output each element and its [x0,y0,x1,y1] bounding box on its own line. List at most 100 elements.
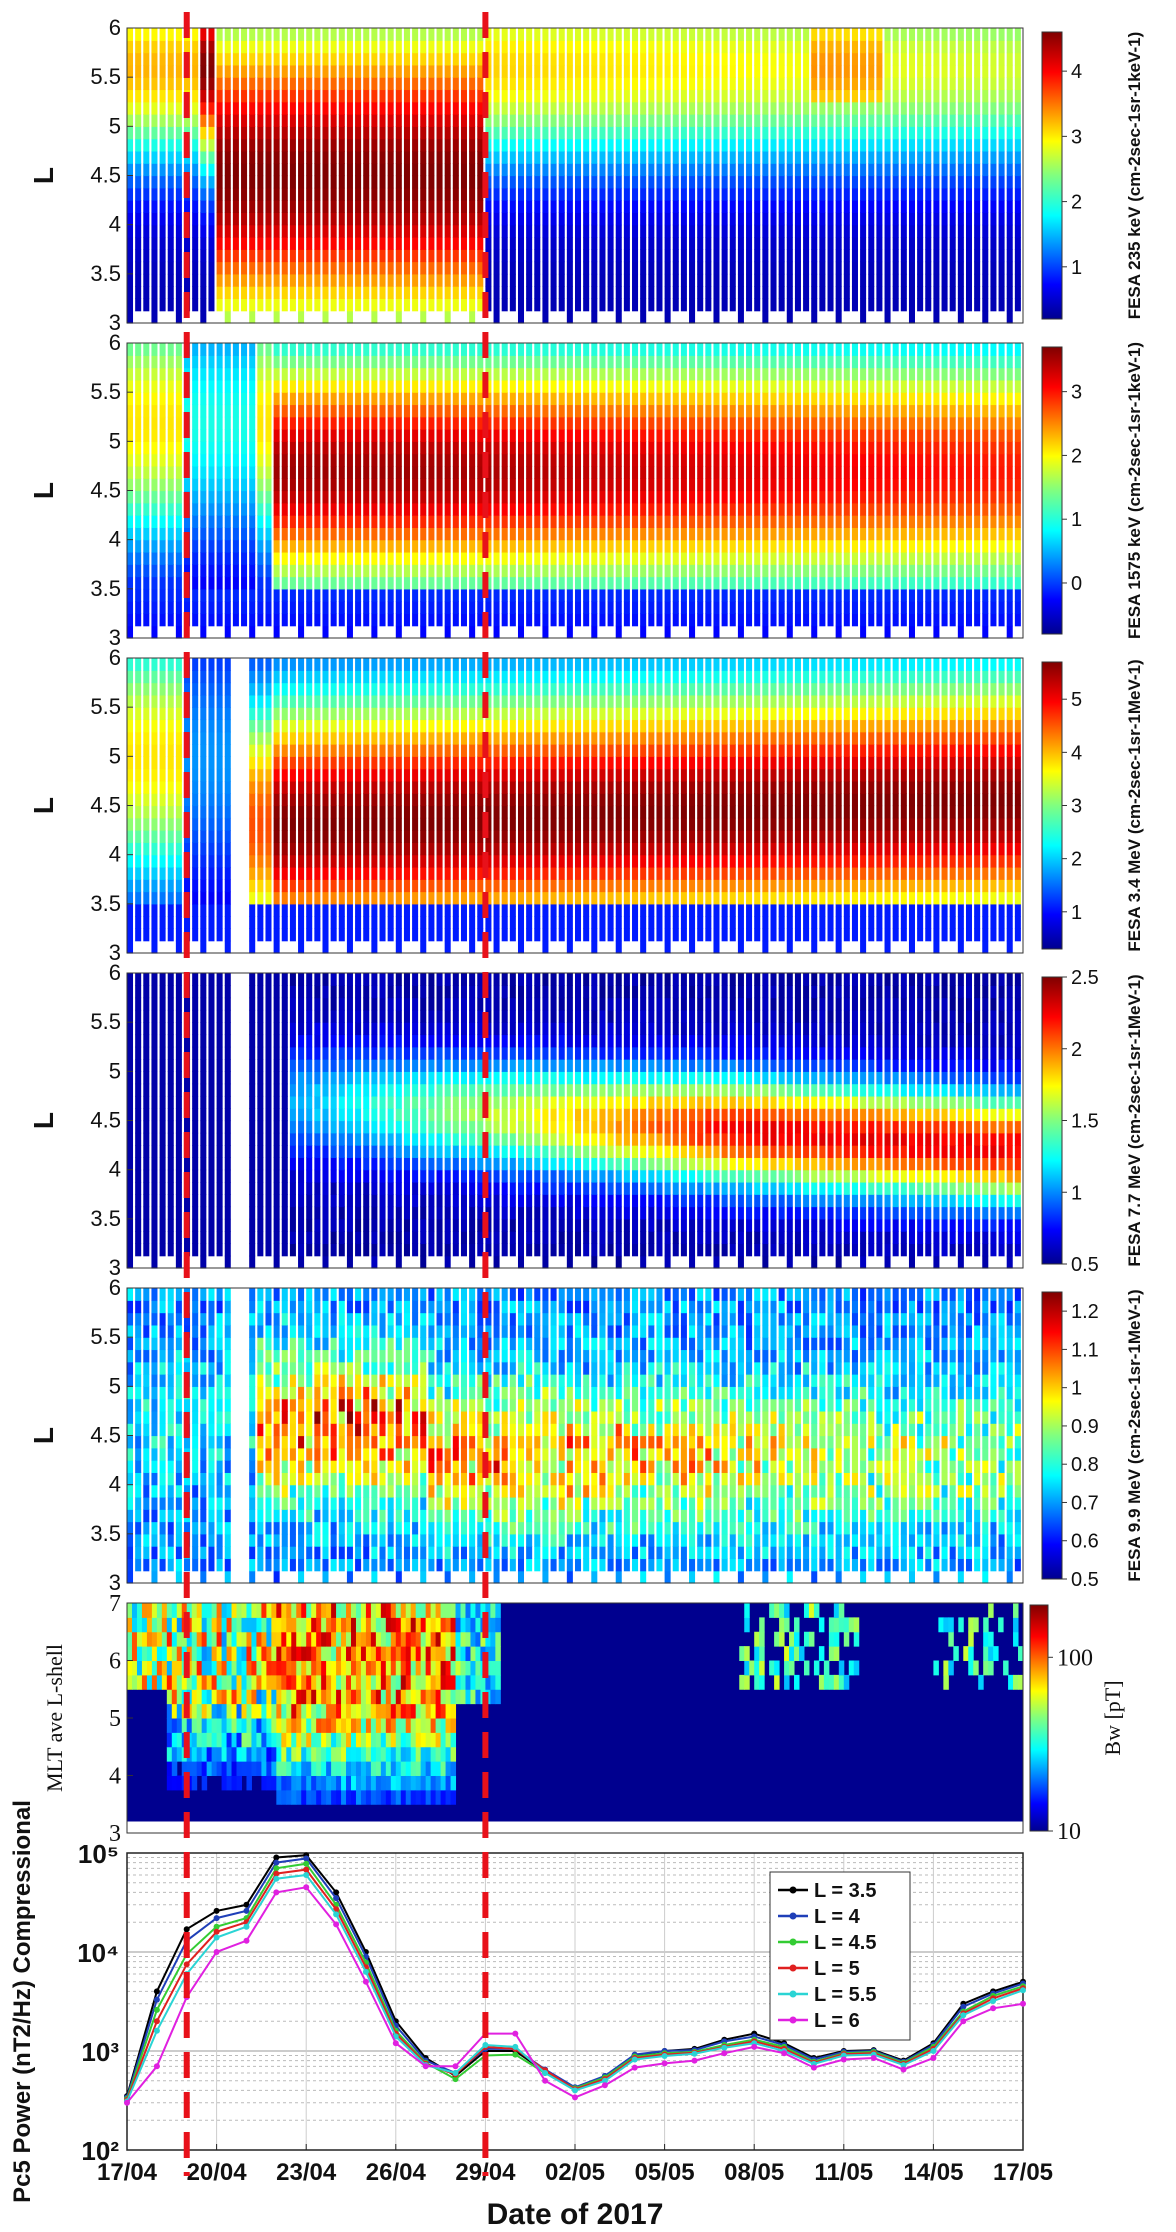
heatmap-cell [501,212,508,226]
heatmap-cell [192,150,199,164]
heatmap-cell [737,52,744,66]
heatmap-cell [908,64,915,78]
heatmap-cell [257,52,264,66]
heatmap-cell [908,310,915,324]
heatmap-cell [485,249,492,263]
heatmap-cell [794,392,801,406]
heatmap-cell [436,261,443,275]
heatmap-cell [908,200,915,213]
heatmap-cell [175,138,182,152]
heatmap-cell [933,200,940,213]
heatmap-cell [705,28,712,41]
heatmap-cell [558,392,565,406]
heatmap-cell [127,576,134,590]
heatmap-cell [249,175,256,189]
heatmap-cell [786,298,793,312]
heatmap-cell [737,576,744,590]
heatmap-cell [680,236,687,250]
heatmap-cell [599,392,606,406]
heatmap-cell [917,273,924,287]
heatmap-cell [721,101,728,115]
heatmap-cell [868,429,875,442]
heatmap-cell [322,490,329,504]
heatmap-cell [566,261,573,275]
heatmap-cell [835,625,842,639]
heatmap-cell [428,224,435,238]
heatmap-cell [363,478,370,492]
heatmap-cell [395,404,402,418]
heatmap-cell [355,175,362,189]
heatmap-cell [403,138,410,152]
heatmap-cell [452,77,459,91]
heatmap-cell [819,150,826,164]
heatmap-cell [689,441,696,455]
heatmap-cell [526,101,533,115]
heatmap-cell [925,416,932,430]
heatmap-cell [933,379,940,393]
heatmap-cell [860,261,867,275]
heatmap-cell [737,138,744,152]
heatmap-cell [363,404,370,418]
heatmap-cell [607,465,614,479]
heatmap-cell [534,200,541,213]
heatmap-cell [892,465,899,479]
heatmap-cell [778,28,785,41]
heatmap-cell [957,249,964,263]
heatmap-cell [778,367,785,381]
heatmap-cell [143,453,150,467]
heatmap-cell [420,367,427,381]
heatmap-cell [330,343,337,356]
heatmap-cell [477,89,484,103]
heatmap-cell [827,404,834,418]
heatmap-cell [224,551,231,565]
heatmap-cell [705,101,712,115]
heatmap-cell [786,404,793,418]
heatmap-cell [265,527,272,541]
heatmap-cell [974,150,981,164]
heatmap-cell [892,355,899,369]
heatmap-cell [982,52,989,66]
heatmap-cell [395,114,402,127]
heatmap-cell [387,551,394,565]
heatmap-cell [412,298,419,312]
heatmap-cell [615,527,622,541]
heatmap-cell [314,465,321,479]
heatmap-cell [933,138,940,152]
heatmap-cell [607,478,614,492]
heatmap-cell [860,163,867,177]
heatmap-cell [917,539,924,553]
heatmap-cell [974,236,981,250]
heatmap-cell [542,588,549,602]
heatmap-cell [509,465,516,479]
heatmap-cell [868,138,875,152]
heatmap-cell [664,40,671,54]
heatmap-cell [974,89,981,103]
heatmap-cell [257,175,264,189]
heatmap-cell [526,64,533,78]
heatmap-cell [566,416,573,430]
heatmap-cell [501,551,508,565]
heatmap-cell [534,40,541,54]
heatmap-cell [477,527,484,541]
heatmap-cell [713,212,720,226]
heatmap-cell [232,355,239,369]
heatmap-cell [803,527,810,541]
heatmap-cell [232,502,239,516]
heatmap-cell [241,551,248,565]
heatmap-cell [135,613,142,627]
heatmap-cell [868,588,875,602]
heatmap-cell [908,478,915,492]
heatmap-cell [208,273,215,287]
heatmap-cell [917,527,924,541]
heatmap-cell [835,551,842,565]
heatmap-cell [851,515,858,528]
heatmap-cell [501,416,508,430]
heatmap-cell [884,261,891,275]
heatmap-cell [599,212,606,226]
heatmap-cell [851,564,858,578]
heatmap-cell [566,200,573,213]
heatmap-cell [477,613,484,627]
heatmap-cell [534,249,541,263]
heatmap-cell [754,613,761,627]
heatmap-cell [599,286,606,300]
